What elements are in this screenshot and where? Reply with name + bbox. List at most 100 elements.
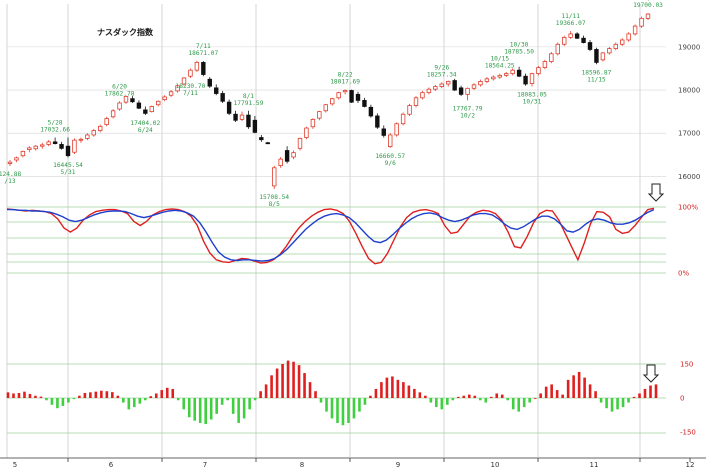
histogram-bar: [165, 387, 169, 398]
price-annotation: 17032.66: [40, 127, 70, 134]
candle-body: [168, 91, 174, 96]
histogram-bar: [209, 398, 213, 420]
histogram-bar: [632, 396, 636, 398]
histogram-bar: [34, 395, 37, 398]
candle-body: [330, 98, 335, 105]
price-annotation: 17767.79: [453, 105, 483, 112]
histogram-bar: [352, 398, 356, 419]
candle-body: [52, 141, 58, 144]
histogram-bar: [561, 394, 564, 398]
histogram-bar: [149, 396, 153, 398]
histogram-bar: [253, 398, 257, 401]
candle-body: [297, 138, 303, 149]
oscillator-tick-label: 100%: [678, 204, 698, 212]
histogram-bar: [500, 394, 504, 398]
histogram-bar: [39, 396, 43, 398]
candle-body: [342, 90, 348, 93]
candle-body: [626, 33, 631, 41]
candle-body: [284, 150, 290, 162]
histogram-bar: [391, 376, 394, 398]
histogram-bar: [380, 382, 383, 398]
histogram-bar: [248, 398, 251, 410]
candle-body: [233, 113, 238, 121]
down-arrow-icon: [647, 183, 665, 202]
candle-body: [523, 75, 528, 85]
candle-body: [220, 93, 225, 102]
histogram-bar: [583, 377, 586, 398]
candle-body: [98, 125, 103, 132]
price-annotation: 17404.02: [130, 120, 160, 127]
histogram-bar: [473, 395, 477, 398]
price-annotation: 18671.07: [188, 50, 218, 57]
price-annotation: 5/28: [48, 120, 63, 127]
candle-body: [478, 81, 483, 86]
candle-body: [516, 69, 522, 77]
histogram-bar: [484, 398, 488, 403]
candle-body: [529, 73, 535, 84]
histogram-bar: [242, 398, 246, 419]
price-annotation: 9/26: [434, 64, 449, 71]
candle-body: [123, 96, 129, 103]
price-annotation: 18230.70: [176, 83, 206, 90]
price-annotation: 18564.25: [485, 63, 515, 70]
histogram-bar: [610, 398, 614, 412]
histogram-bar: [462, 395, 466, 398]
candle-body: [446, 81, 451, 85]
price-annotation: 6/24: [138, 127, 153, 134]
candle-body: [272, 167, 277, 187]
candle-body: [484, 78, 490, 82]
price-tick-label: 16000: [678, 173, 700, 181]
histogram-bar: [50, 398, 54, 405]
candle-body: [181, 77, 187, 85]
histogram-bar: [616, 398, 619, 410]
candle-body: [162, 96, 167, 100]
candle-body: [458, 87, 464, 95]
candle-body: [355, 93, 361, 101]
candle-body: [291, 152, 296, 158]
price-tick-label: 18000: [678, 87, 700, 95]
month-tick-label: 10: [491, 461, 500, 469]
candle-body: [632, 25, 638, 35]
oscillator-line-blue: [7, 208, 655, 262]
histogram-bar: [215, 398, 218, 414]
histogram-bar: [83, 393, 87, 398]
candle-body: [413, 97, 419, 106]
candle-body: [568, 33, 573, 38]
histogram-bar: [396, 379, 400, 398]
month-tick-label: 12: [686, 461, 695, 469]
histogram-bar: [649, 385, 652, 398]
candle-body: [587, 42, 593, 50]
oscillator-tick-label: 0%: [678, 270, 689, 278]
histogram-bar: [67, 398, 70, 403]
histogram-bar: [638, 393, 641, 398]
histogram-bar: [122, 398, 125, 403]
candle-body: [323, 104, 328, 112]
candle-body: [381, 128, 386, 136]
candle-body: [613, 43, 618, 49]
month-tick-label: 11: [590, 461, 599, 469]
histogram-bar: [28, 393, 32, 398]
price-annotation: 11/15: [587, 76, 606, 83]
candle-body: [594, 49, 599, 63]
oscillator-line-red: [6, 207, 655, 265]
histogram-bar: [341, 398, 345, 426]
histogram-bar: [621, 398, 625, 408]
price-annotation: 16445.54: [53, 162, 83, 169]
histogram-bar: [160, 390, 164, 398]
histogram-bar: [171, 388, 175, 398]
candle-body: [362, 100, 367, 107]
histogram-bar: [319, 398, 323, 403]
price-annotation: 16660.57: [375, 153, 405, 160]
price-annotation: 5/31: [61, 169, 76, 176]
candle-body: [581, 37, 586, 43]
histogram-bar: [308, 382, 312, 398]
histogram-bar: [264, 384, 268, 398]
histogram-bar: [347, 398, 350, 423]
candle-body: [27, 147, 32, 151]
histogram-bar: [363, 398, 367, 405]
histogram-bar: [588, 384, 592, 398]
candle-body: [130, 98, 135, 103]
candle-body: [265, 142, 270, 145]
candle-body: [85, 134, 90, 139]
